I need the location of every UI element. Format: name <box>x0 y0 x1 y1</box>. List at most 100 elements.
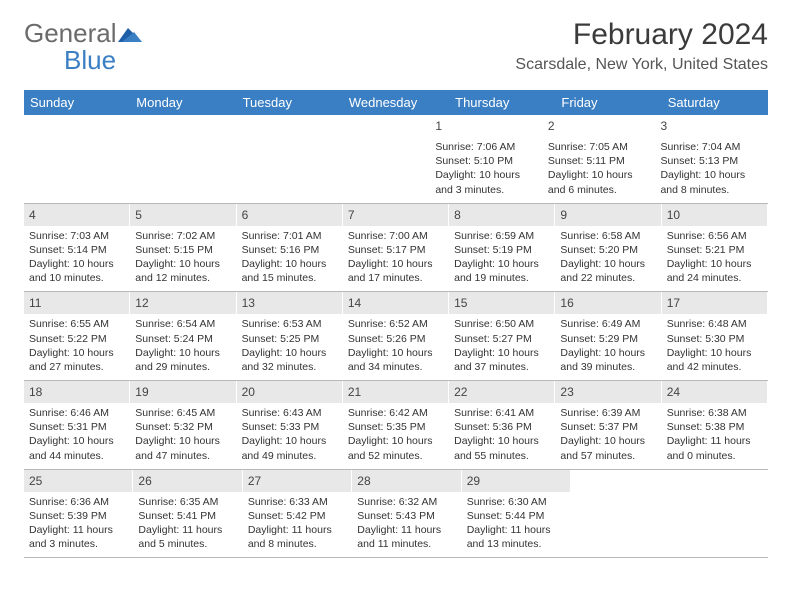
day-cell: 1Sunrise: 7:06 AMSunset: 5:10 PMDaylight… <box>430 115 543 203</box>
day-info: Sunrise: 6:55 AMSunset: 5:22 PMDaylight:… <box>29 317 124 374</box>
day-info: Sunrise: 6:48 AMSunset: 5:30 PMDaylight:… <box>667 317 762 374</box>
day-cell: 21Sunrise: 6:42 AMSunset: 5:35 PMDayligh… <box>343 381 449 469</box>
day-cell: 28Sunrise: 6:32 AMSunset: 5:43 PMDayligh… <box>352 470 461 558</box>
empty-day-cell <box>329 115 431 203</box>
day-header: Friday <box>555 90 661 115</box>
day-number: 26 <box>138 474 151 488</box>
day-header-row: SundayMondayTuesdayWednesdayThursdayFrid… <box>24 90 768 115</box>
sunset-text: Sunset: 5:14 PM <box>29 243 124 257</box>
day-cell: 11Sunrise: 6:55 AMSunset: 5:22 PMDayligh… <box>24 292 130 380</box>
logo-text-blue: Blue <box>64 45 116 76</box>
day-number: 18 <box>29 385 42 399</box>
day-number: 12 <box>135 296 148 310</box>
weeks-container: 1Sunrise: 7:06 AMSunset: 5:10 PMDaylight… <box>24 115 768 558</box>
sunset-text: Sunset: 5:19 PM <box>454 243 549 257</box>
page-header: GeneralBlue February 2024 Scarsdale, New… <box>24 18 768 76</box>
day-info: Sunrise: 7:00 AMSunset: 5:17 PMDaylight:… <box>348 229 443 286</box>
day-info: Sunrise: 6:41 AMSunset: 5:36 PMDaylight:… <box>454 406 549 463</box>
day-info: Sunrise: 6:42 AMSunset: 5:35 PMDaylight:… <box>348 406 443 463</box>
day-header: Saturday <box>662 90 768 115</box>
daylight-text: Daylight: 10 hours and 52 minutes. <box>348 434 443 462</box>
daylight-text: Daylight: 10 hours and 34 minutes. <box>348 346 443 374</box>
week-row: 25Sunrise: 6:36 AMSunset: 5:39 PMDayligh… <box>24 470 768 559</box>
daylight-text: Daylight: 10 hours and 17 minutes. <box>348 257 443 285</box>
daylight-text: Daylight: 10 hours and 42 minutes. <box>667 346 762 374</box>
sunrise-text: Sunrise: 6:55 AM <box>29 317 124 331</box>
week-row: 1Sunrise: 7:06 AMSunset: 5:10 PMDaylight… <box>24 115 768 204</box>
day-cell: 26 Sunrise: 6:35 AMSunset: 5:41 PMDayligh… <box>133 470 242 558</box>
day-cell: 4Sunrise: 7:03 AMSunset: 5:14 PMDaylight… <box>24 204 130 292</box>
day-cell: 10Sunrise: 6:56 AMSunset: 5:21 PMDayligh… <box>662 204 768 292</box>
daylight-text: Daylight: 11 hours and 3 minutes. <box>29 523 127 551</box>
day-number: 5 <box>135 208 142 222</box>
daylight-text: Daylight: 10 hours and 55 minutes. <box>454 434 549 462</box>
sunrise-text: Sunrise: 6:45 AM <box>135 406 230 420</box>
day-number: 25 <box>29 474 42 488</box>
day-cell: 6Sunrise: 7:01 AMSunset: 5:16 PMDaylight… <box>237 204 343 292</box>
day-info: Sunrise: 7:05 AMSunset: 5:11 PMDaylight:… <box>548 140 650 197</box>
day-number: 27 <box>248 474 261 488</box>
daylight-text: Daylight: 10 hours and 19 minutes. <box>454 257 549 285</box>
day-info: Sunrise: 6:35 AMSunset: 5:41 PMDaylight:… <box>138 495 236 552</box>
day-cell: 9Sunrise: 6:58 AMSunset: 5:20 PMDaylight… <box>555 204 661 292</box>
sunrise-text: Sunrise: 6:54 AM <box>135 317 230 331</box>
sunset-text: Sunset: 5:36 PM <box>454 420 549 434</box>
daylight-text: Daylight: 10 hours and 39 minutes. <box>560 346 655 374</box>
sunset-text: Sunset: 5:21 PM <box>667 243 762 257</box>
daylight-text: Daylight: 10 hours and 27 minutes. <box>29 346 124 374</box>
sunrise-text: Sunrise: 6:43 AM <box>242 406 337 420</box>
sunrise-text: Sunrise: 7:04 AM <box>660 140 762 154</box>
sunset-text: Sunset: 5:43 PM <box>357 509 455 523</box>
sunrise-text: Sunrise: 6:41 AM <box>454 406 549 420</box>
day-cell: 25Sunrise: 6:36 AMSunset: 5:39 PMDayligh… <box>24 470 133 558</box>
day-number: 28 <box>357 474 370 488</box>
sunrise-text: Sunrise: 6:33 AM <box>248 495 346 509</box>
sunrise-text: Sunrise: 6:58 AM <box>560 229 655 243</box>
sunset-text: Sunset: 5:13 PM <box>660 154 762 168</box>
week-row: 18 Sunrise: 6:46 AMSunset: 5:31 PMDayligh… <box>24 381 768 470</box>
sunset-text: Sunset: 5:33 PM <box>242 420 337 434</box>
sunrise-text: Sunrise: 7:01 AM <box>242 229 337 243</box>
calendar: SundayMondayTuesdayWednesdayThursdayFrid… <box>24 90 768 558</box>
day-info: Sunrise: 6:50 AMSunset: 5:27 PMDaylight:… <box>454 317 549 374</box>
day-info: Sunrise: 6:43 AMSunset: 5:33 PMDaylight:… <box>242 406 337 463</box>
day-cell: 24Sunrise: 6:38 AMSunset: 5:38 PMDayligh… <box>662 381 768 469</box>
sunrise-text: Sunrise: 6:32 AM <box>357 495 455 509</box>
daylight-text: Daylight: 10 hours and 47 minutes. <box>135 434 230 462</box>
sunrise-text: Sunrise: 6:52 AM <box>348 317 443 331</box>
sunrise-text: Sunrise: 6:38 AM <box>667 406 762 420</box>
sunrise-text: Sunrise: 7:00 AM <box>348 229 443 243</box>
day-header: Wednesday <box>343 90 449 115</box>
sunset-text: Sunset: 5:29 PM <box>560 332 655 346</box>
sunrise-text: Sunrise: 6:46 AM <box>29 406 124 420</box>
day-cell: 16Sunrise: 6:49 AMSunset: 5:29 PMDayligh… <box>555 292 661 380</box>
sunset-text: Sunset: 5:32 PM <box>135 420 230 434</box>
day-info: Sunrise: 7:01 AMSunset: 5:16 PMDaylight:… <box>242 229 337 286</box>
page-title: February 2024 <box>515 18 768 52</box>
sunset-text: Sunset: 5:24 PM <box>135 332 230 346</box>
day-cell: 17Sunrise: 6:48 AMSunset: 5:30 PMDayligh… <box>662 292 768 380</box>
day-cell: 18 Sunrise: 6:46 AMSunset: 5:31 PMDayligh… <box>24 381 130 469</box>
day-cell: 13Sunrise: 6:53 AMSunset: 5:25 PMDayligh… <box>237 292 343 380</box>
flag-icon <box>118 26 144 49</box>
day-cell: 14Sunrise: 6:52 AMSunset: 5:26 PMDayligh… <box>343 292 449 380</box>
header-right: February 2024 Scarsdale, New York, Unite… <box>515 18 768 74</box>
sunset-text: Sunset: 5:27 PM <box>454 332 549 346</box>
daylight-text: Daylight: 11 hours and 8 minutes. <box>248 523 346 551</box>
day-info: Sunrise: 6:46 AMSunset: 5:31 PMDaylight:… <box>29 406 124 463</box>
sunrise-text: Sunrise: 6:53 AM <box>242 317 337 331</box>
day-cell: 12Sunrise: 6:54 AMSunset: 5:24 PMDayligh… <box>130 292 236 380</box>
day-number: 4 <box>29 208 36 222</box>
day-cell: 15Sunrise: 6:50 AMSunset: 5:27 PMDayligh… <box>449 292 555 380</box>
daylight-text: Daylight: 10 hours and 57 minutes. <box>560 434 655 462</box>
sunrise-text: Sunrise: 6:36 AM <box>29 495 127 509</box>
sunset-text: Sunset: 5:37 PM <box>560 420 655 434</box>
day-number: 20 <box>242 385 255 399</box>
day-info: Sunrise: 6:39 AMSunset: 5:37 PMDaylight:… <box>560 406 655 463</box>
sunset-text: Sunset: 5:42 PM <box>248 509 346 523</box>
sunset-text: Sunset: 5:38 PM <box>667 420 762 434</box>
day-info: Sunrise: 7:06 AMSunset: 5:10 PMDaylight:… <box>435 140 537 197</box>
daylight-text: Daylight: 10 hours and 24 minutes. <box>667 257 762 285</box>
day-info: Sunrise: 6:33 AMSunset: 5:42 PMDaylight:… <box>248 495 346 552</box>
empty-day-cell <box>126 115 228 203</box>
